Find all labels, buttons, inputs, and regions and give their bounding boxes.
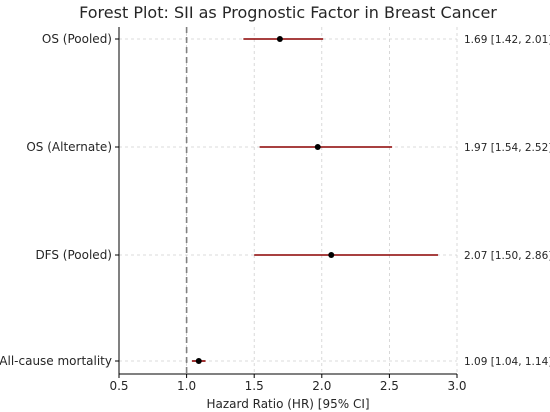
row-annotation: 1.09 [1.04, 1.14] (464, 356, 550, 368)
x-tick-labels: 0.5 1.0 1.5 2.0 2.5 3.0 (109, 379, 466, 393)
row-labels: OS (Pooled) OS (Alternate) DFS (Pooled) All… (0, 32, 112, 368)
row-annotation: 2.07 [1.50, 2.86] (464, 250, 550, 262)
row-label: DFS (Pooled) (35, 248, 112, 262)
x-tick-label: 2.0 (312, 379, 331, 393)
chart-title: Forest Plot: SII as Prognostic Factor in… (79, 3, 497, 22)
row-label: All-cause mortality (0, 354, 112, 368)
row-annotation: 1.97 [1.54, 2.52] (464, 142, 550, 154)
hazard-ratio-points (195, 36, 335, 364)
hr-point (276, 36, 283, 42)
hr-point (195, 358, 202, 364)
x-axis-label: Hazard Ratio (HR) [95% CI] (206, 397, 369, 411)
row-label: OS (Pooled) (42, 32, 112, 46)
row-annotation: 1.69 [1.42, 2.01] (464, 34, 550, 46)
row-annotations: 1.69 [1.42, 2.01] 1.97 [1.54, 2.52] 2.07 [… (464, 34, 550, 368)
row-label: OS (Alternate) (26, 140, 112, 154)
x-tick-label: 2.5 (380, 379, 399, 393)
grid-lines (118, 27, 458, 374)
x-tick-label: 1.0 (177, 379, 196, 393)
x-tick-label: 3.0 (447, 379, 466, 393)
axes (115, 27, 458, 378)
x-tick-label: 1.5 (245, 379, 264, 393)
x-tick-label: 0.5 (109, 379, 128, 393)
confidence-intervals (192, 38, 439, 362)
hr-point (328, 252, 335, 258)
hr-point (314, 144, 321, 150)
